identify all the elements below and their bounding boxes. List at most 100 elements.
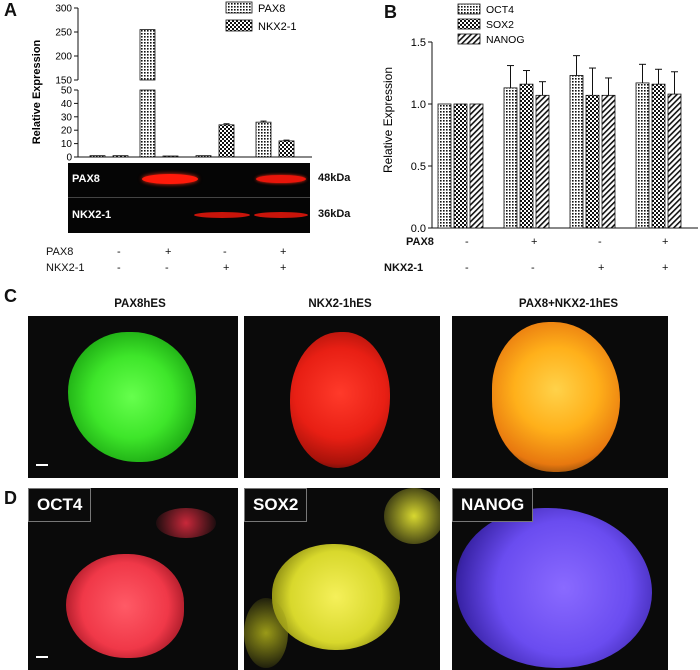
- tick-label: 40: [61, 99, 73, 110]
- legend-label-nkx2-1: NKX2-1: [258, 21, 297, 33]
- panel-b-ylabel: Relative Expression: [381, 67, 395, 173]
- panel-a-condition-value: +: [280, 246, 287, 258]
- bar-nanog-4: [667, 93, 682, 229]
- tick-label: 1.0: [411, 99, 426, 111]
- blot-band-nkx21-lane4: [254, 212, 308, 218]
- panel-c-title-pax8-nkx21hes: PAX8+NKX2-1hES: [518, 298, 619, 310]
- bar-nkx2-1-2: [162, 155, 179, 158]
- panel-b-condition-value: +: [662, 262, 669, 274]
- colony-sox2: [272, 544, 400, 650]
- blot-row-label-nkx21: NKX2-1: [72, 209, 112, 221]
- panel-a-condition-value: +: [165, 246, 172, 258]
- panel-b-condition-value: -: [465, 236, 469, 248]
- legend-swatch-nanog: [457, 33, 481, 45]
- panel-b-condition-value: -: [598, 236, 602, 248]
- blot-band-pax8-lane4: [256, 175, 306, 183]
- bar-nkx2-1-3: [218, 124, 235, 158]
- bar-nanog-3: [601, 94, 616, 229]
- legend-label-nanog: NANOG: [486, 34, 525, 46]
- bar-pax8-3: [195, 155, 212, 158]
- micrograph-sox2: SOX2: [244, 488, 440, 670]
- bar-oct4-3: [569, 75, 584, 229]
- micrograph-oct4: OCT4: [28, 488, 238, 670]
- bar-sox2-1: [453, 103, 468, 229]
- colony-green: [68, 332, 196, 462]
- panel-c-title-nkx21hes: NKX2-1hES: [308, 298, 372, 310]
- tick-label: 300: [55, 4, 72, 15]
- bar-nanog-2: [535, 94, 550, 229]
- panel-b-condition-nkx21-label: NKX2-1: [384, 262, 424, 274]
- bar-oct4-2: [503, 87, 518, 229]
- bar-pax8-4: [255, 121, 272, 158]
- bar-nkx2-1-4: [278, 140, 295, 158]
- panel-b-condition-value: +: [662, 236, 669, 248]
- bar-oct4-1: [437, 103, 452, 229]
- tick-label: 150: [55, 76, 72, 87]
- bar-nanog-1: [469, 103, 484, 229]
- colony-sox2-tertiary: [244, 598, 288, 668]
- bar-sox2-3: [585, 94, 600, 229]
- blot-row-label-pax8: PAX8: [72, 173, 100, 185]
- panel-a-condition-value: +: [223, 262, 230, 274]
- tick-label: 1.5: [411, 37, 426, 49]
- colony-red: [290, 332, 390, 468]
- micrograph-label-sox2: SOX2: [244, 488, 308, 522]
- tick-label: 0.0: [411, 223, 426, 235]
- legend-label-sox2: SOX2: [486, 19, 514, 31]
- tick-label: 0.5: [411, 161, 426, 173]
- panel-a-condition-value: -: [165, 262, 169, 274]
- micrograph-label-nanog: NANOG: [452, 488, 534, 522]
- legend-swatch-pax8: [225, 1, 253, 14]
- tick-label: 30: [61, 112, 73, 123]
- panel-c-title-pax8hes: PAX8hES: [114, 298, 166, 310]
- bar-oct4-4: [635, 82, 650, 229]
- panel-a-condition-value: -: [117, 262, 121, 274]
- tick-label: 250: [55, 28, 72, 39]
- colony-yellow: [492, 322, 620, 472]
- panel-a-condition-pax8-label: PAX8: [46, 246, 74, 258]
- western-blot: PAX8 NKX2-1: [68, 163, 310, 233]
- tick-label: 200: [55, 52, 72, 63]
- colony-sox2-secondary: [384, 488, 440, 544]
- panel-a-ylabel: Relative Expression: [31, 39, 43, 144]
- blot-size-36kda: 36kDa: [318, 208, 351, 220]
- panel-a-condition-value: +: [280, 262, 287, 274]
- blot-band-pax8-lane2: [142, 174, 198, 184]
- blot-band-nkx21-lane3: [194, 212, 250, 218]
- bar-sox2-4: [651, 83, 666, 229]
- micrograph-nkx21hes: [244, 316, 440, 478]
- bar-nkx2-1-1: [112, 155, 129, 158]
- panel-letter-b: B: [384, 2, 397, 22]
- legend-swatch-sox2: [457, 18, 481, 30]
- legend-label-pax8: PAX8: [258, 3, 285, 15]
- scale-bar: [36, 464, 48, 466]
- blot-size-48kda: 48kDa: [318, 172, 351, 184]
- legend-swatch-nkx2-1: [225, 19, 253, 32]
- scale-bar: [36, 656, 48, 658]
- bar-sox2-2: [519, 83, 534, 229]
- panel-b-condition-value: -: [465, 262, 469, 274]
- colony-oct4-secondary: [156, 508, 216, 538]
- panel-b-condition-pax8-label: PAX8: [406, 236, 434, 248]
- micrograph-nanog: NANOG: [452, 488, 668, 670]
- panel-letter-c: C: [4, 286, 17, 306]
- bar-pax8-2-upper: [139, 29, 156, 81]
- colony-nanog: [456, 508, 652, 668]
- blot-divider: [68, 197, 310, 198]
- panel-a-condition-value: -: [117, 246, 121, 258]
- micrograph-pax8hes: [28, 316, 238, 478]
- legend-swatch-oct4: [457, 3, 481, 15]
- tick-label: 0: [66, 153, 72, 163]
- panel-letter-d: D: [4, 488, 17, 508]
- tick-label: 20: [61, 126, 73, 137]
- tick-label: 10: [61, 139, 73, 150]
- panel-a-chart: 150 200 250 300 0 10 20 30 40 50 PAX8 NKX2-1 Relat…: [31, 1, 312, 163]
- panel-b-condition-value: +: [531, 236, 538, 248]
- panel-b-condition-value: -: [531, 262, 535, 274]
- tick-label: 50: [61, 86, 73, 97]
- micrograph-label-oct4: OCT4: [28, 488, 92, 522]
- panel-b-chart: 0.0 0.5 1.0 1.5 OCT4 SOX2 NANOG Relative Expr…: [381, 3, 698, 235]
- panel-a-condition-nkx21-label: NKX2-1: [46, 262, 85, 274]
- legend-label-oct4: OCT4: [486, 4, 514, 16]
- panel-a-condition-value: -: [223, 246, 227, 258]
